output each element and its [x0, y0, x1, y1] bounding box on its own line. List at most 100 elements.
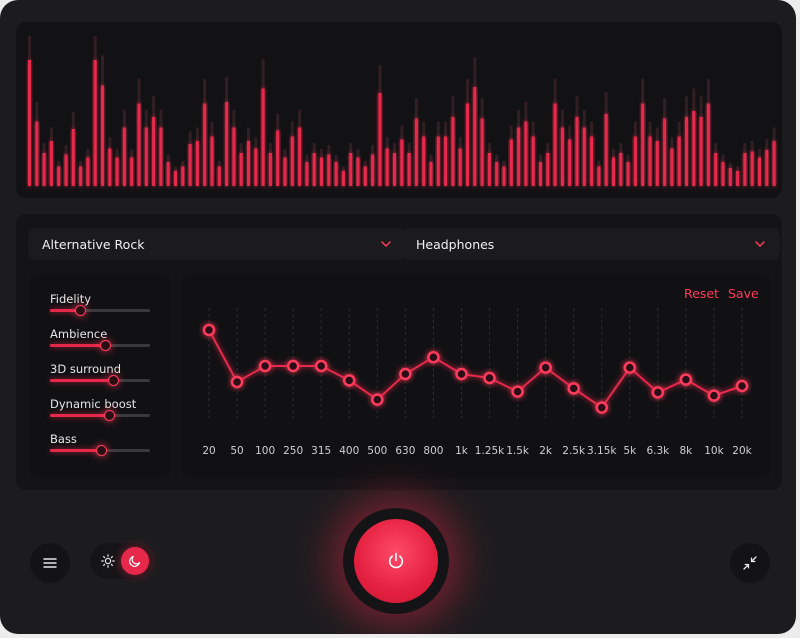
eq-band-handle[interactable] [483, 371, 496, 385]
spectrum-bar [685, 117, 688, 186]
eq-band-handle[interactable] [314, 359, 328, 373]
spectrum-bar [480, 118, 484, 186]
eq-band-handle[interactable] [735, 379, 749, 393]
eq-band-handle[interactable] [539, 361, 552, 374]
spectrum-bar [276, 130, 280, 186]
spectrum-bar [166, 162, 170, 186]
eq-band-label: 1.5k [506, 445, 530, 457]
slider-fidelity[interactable]: Fidelity [50, 292, 150, 316]
spectrum-bar [232, 127, 236, 186]
spectrum-bar [356, 157, 360, 186]
spectrum-bar [159, 127, 163, 186]
eq-band-handle[interactable] [455, 367, 468, 381]
eq-band-handle[interactable] [399, 367, 412, 381]
eq-band-label: 1k [455, 445, 469, 457]
light-mode-button[interactable] [94, 547, 122, 575]
slider-track[interactable] [50, 305, 150, 316]
slider-track[interactable] [50, 375, 150, 386]
spectrum-bar [429, 162, 433, 186]
spectrum-bar [101, 85, 104, 186]
spectrum-bar [393, 153, 396, 186]
spectrum-bar [582, 127, 586, 186]
spectrum-bar [188, 144, 192, 186]
eq-band-handle[interactable] [679, 373, 693, 386]
eq-band-handle[interactable] [707, 389, 721, 402]
spectrum-bar [137, 103, 141, 186]
spectrum-bar [575, 117, 579, 186]
collapse-icon [743, 556, 757, 570]
slider-handle[interactable] [96, 445, 107, 456]
collapse-button[interactable] [730, 543, 770, 583]
eq-band-label: 20 [202, 445, 215, 457]
spectrum-bar [144, 127, 148, 186]
eq-band-label: 2k [539, 445, 553, 457]
slider-track[interactable] [50, 340, 150, 351]
device-select[interactable]: Headphones [402, 228, 780, 260]
slider-fill [50, 449, 102, 452]
slider-3d-surround[interactable]: 3D surround [50, 362, 150, 386]
menu-button[interactable] [30, 543, 70, 583]
spectrum-bar [181, 166, 185, 186]
spectrum-bars [28, 36, 776, 186]
slider-track[interactable] [50, 410, 150, 421]
sun-icon [101, 554, 115, 568]
spectrum-bar [655, 141, 659, 186]
spectrum-bar [451, 117, 455, 186]
spectrum-bar [765, 150, 769, 186]
eq-band-label: 800 [423, 445, 443, 457]
power-button[interactable] [354, 519, 438, 603]
genre-select[interactable]: Alternative Rock [28, 228, 406, 260]
settings-panel: Alternative Rock Headphones Fidelity Amb… [16, 214, 782, 490]
spectrum-bar [633, 136, 637, 186]
spectrum-bar [487, 153, 491, 186]
spectrum-bar [225, 102, 229, 186]
slider-bass[interactable]: Bass [50, 432, 150, 456]
slider-handle[interactable] [100, 340, 111, 351]
spectrum-bar [641, 103, 645, 186]
spectrum-bar [93, 60, 97, 186]
spectrum-bar [568, 139, 572, 186]
eq-band-handle[interactable] [511, 385, 524, 398]
spectrum-bar [560, 127, 564, 186]
dark-mode-button[interactable] [121, 547, 149, 575]
spectrum-bar [298, 127, 302, 186]
spectrum-bar [699, 117, 703, 186]
save-button[interactable]: Save [728, 286, 759, 301]
power-icon [388, 552, 404, 569]
spectrum-bar [648, 136, 652, 186]
slider-dynamic-boost[interactable]: Dynamic boost [50, 397, 150, 421]
eq-band-label: 20k [732, 445, 752, 457]
slider-ambience[interactable]: Ambience [50, 327, 150, 351]
eq-band-handle[interactable] [623, 361, 637, 374]
spectrum-bar [268, 153, 272, 186]
slider-handle[interactable] [75, 305, 86, 316]
slider-label: Dynamic boost [50, 397, 137, 411]
eq-band-label: 630 [395, 445, 415, 457]
eq-band-handle[interactable] [258, 359, 272, 373]
spectrum-bar [531, 136, 535, 186]
eq-band-handle[interactable] [651, 386, 665, 399]
theme-toggle[interactable] [90, 543, 152, 579]
slider-handle[interactable] [108, 375, 119, 386]
eq-band-handle[interactable] [371, 393, 384, 406]
slider-handle[interactable] [104, 410, 115, 421]
eq-band-handle[interactable] [286, 359, 300, 373]
spectrum-bar [71, 129, 75, 186]
eq-band-handle[interactable] [230, 375, 244, 389]
slider-track[interactable] [50, 445, 150, 456]
spectrum-bar [458, 148, 462, 186]
spectrum-bar [261, 88, 265, 186]
eq-band-handle[interactable] [595, 401, 608, 414]
spectrum-bar [736, 171, 740, 186]
spectrum-bar [86, 157, 90, 186]
spectrum-bar [612, 157, 615, 186]
eq-band-handle[interactable] [567, 382, 580, 395]
eq-band-handle[interactable] [343, 374, 356, 387]
eq-band-handle[interactable] [427, 350, 440, 364]
spectrum-bar [122, 127, 126, 186]
spectrum-bar [626, 162, 630, 186]
spectrum-bar [750, 151, 754, 186]
reset-button[interactable]: Reset [684, 286, 719, 301]
eq-band-handle[interactable] [202, 323, 216, 337]
